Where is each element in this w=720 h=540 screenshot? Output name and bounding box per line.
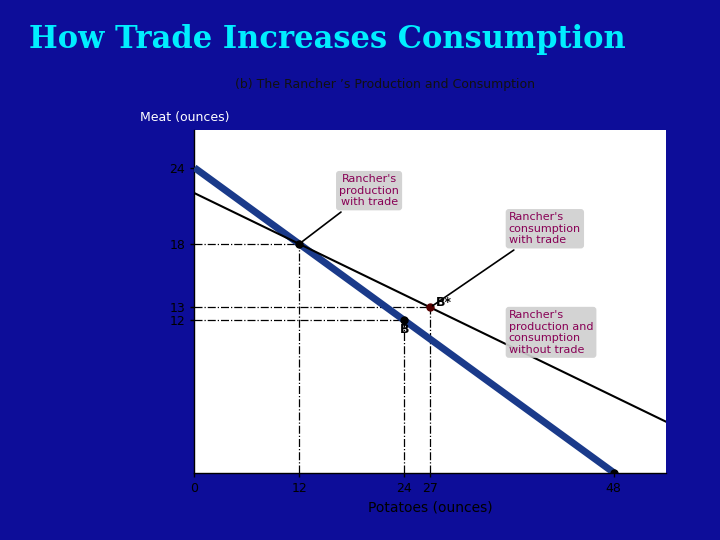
Text: Rancher's
consumption
with trade: Rancher's consumption with trade [433, 212, 581, 306]
Text: B: B [400, 323, 409, 336]
Text: (b) The Rancher ’s Production and Consumption: (b) The Rancher ’s Production and Consum… [235, 78, 535, 91]
Text: Rancher's
production
with trade: Rancher's production with trade [302, 174, 399, 242]
Text: How Trade Increases Consumption: How Trade Increases Consumption [29, 24, 626, 55]
Text: B*: B* [436, 296, 451, 309]
Text: Rancher's
production and
consumption
without trade: Rancher's production and consumption wit… [509, 310, 593, 355]
X-axis label: Potatoes (ounces): Potatoes (ounces) [368, 500, 492, 514]
Text: Meat (ounces): Meat (ounces) [140, 111, 230, 124]
